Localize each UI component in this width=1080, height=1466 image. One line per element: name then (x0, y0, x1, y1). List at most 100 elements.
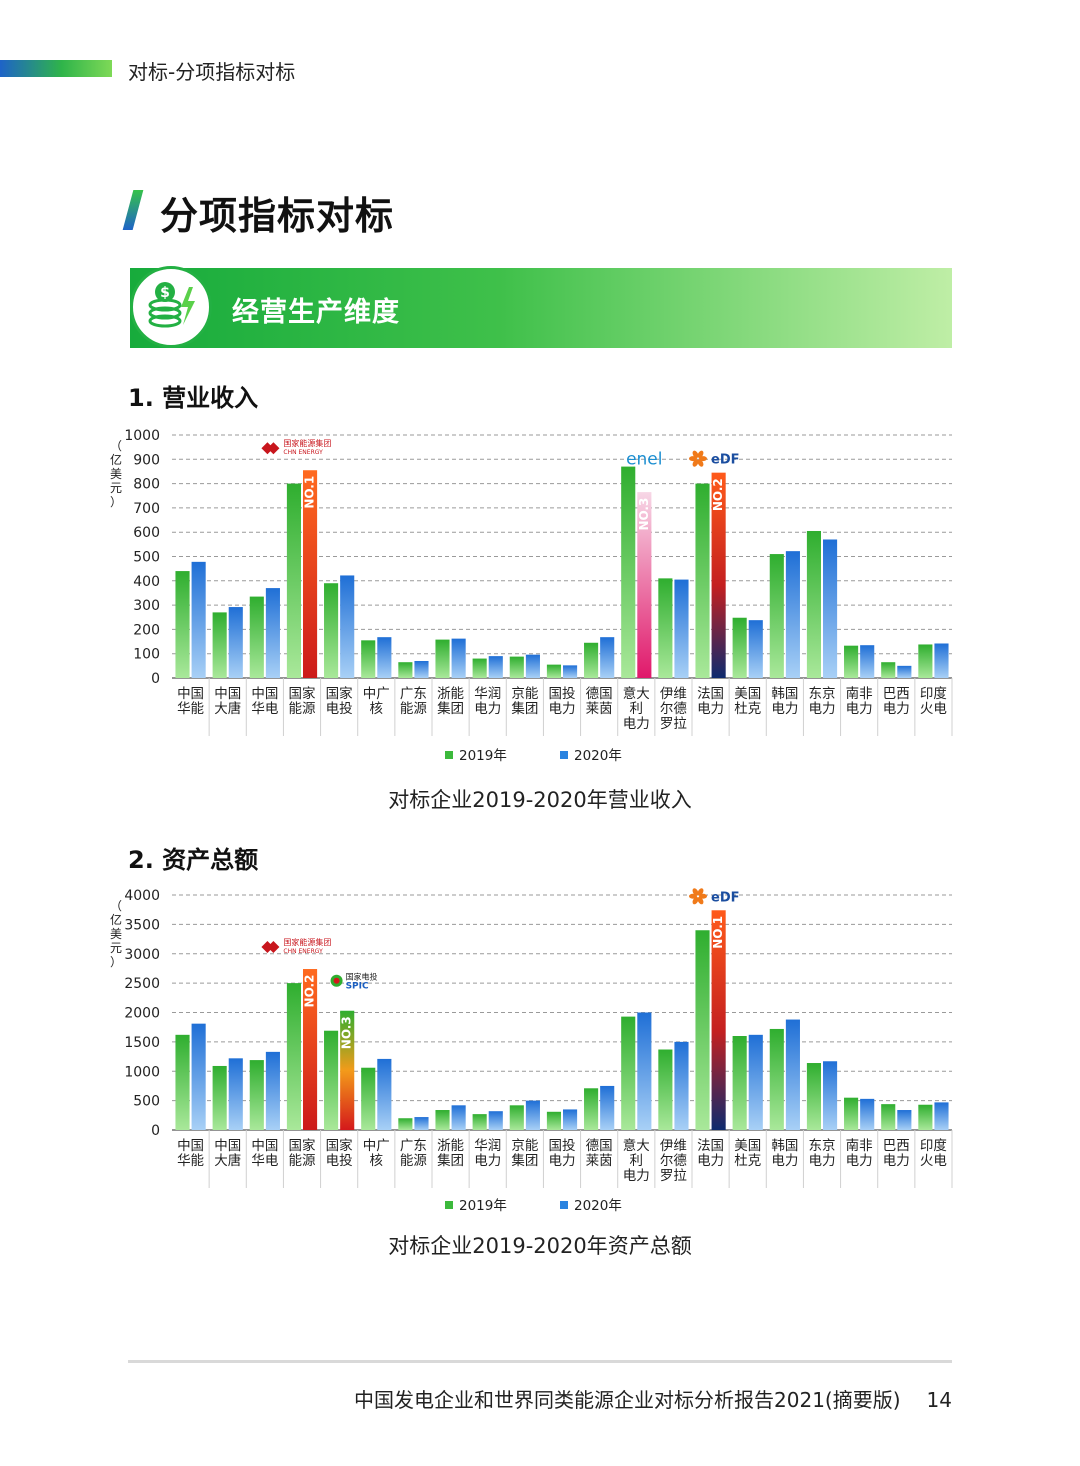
x-tick-label: 东京 (809, 1138, 836, 1154)
bar-2019 (881, 662, 896, 678)
x-tick-label: 华能 (177, 1153, 204, 1169)
x-tick-label: 罗拉 (660, 716, 688, 732)
x-tick-label: 国投 (549, 686, 576, 702)
x-tick-label: 电力 (623, 1168, 650, 1184)
bar-2020 (191, 1023, 206, 1130)
y-tick-label: 3000 (124, 947, 160, 963)
x-tick-label: 法国 (697, 686, 724, 702)
footer-divider (128, 1360, 952, 1363)
bar-2019 (286, 483, 301, 678)
y-tick-label: 800 (133, 477, 160, 493)
bar-2020 (934, 643, 949, 678)
y-tick-label: 1000 (124, 428, 160, 444)
x-tick-label: 电力 (623, 716, 650, 732)
y-tick-label: 3500 (124, 917, 160, 933)
bar-2020 (563, 1109, 578, 1130)
bar-2019 (398, 1118, 413, 1130)
y-tick-label: 4000 (124, 888, 160, 904)
chart2-heading: 2. 资产总额 (128, 846, 259, 874)
bar-2019 (472, 658, 487, 678)
bar-2019 (881, 1104, 896, 1130)
x-tick-label: 国家 (289, 1137, 316, 1154)
chn-energy-logo-en: CHN ENERGY (283, 948, 323, 955)
x-tick-label: 华润 (474, 686, 501, 702)
x-tick-label: 杜克 (734, 1153, 761, 1169)
bar-2019 (435, 639, 450, 678)
bar-2019 (509, 656, 524, 678)
bar-2020 (340, 575, 355, 678)
bar-2020 (414, 660, 429, 678)
bar-2019 (769, 554, 784, 678)
legend-label: 2020年 (574, 1198, 622, 1214)
x-tick-label: 莱茵 (586, 701, 613, 717)
chn-energy-logo-cn: 国家能源集团 (283, 438, 331, 448)
bar-2020 (265, 1051, 280, 1130)
x-tick-label: 国家 (326, 1137, 353, 1154)
x-tick-label: 杜克 (734, 701, 761, 717)
bar-2019 (249, 1060, 264, 1130)
bar-2019 (844, 1097, 859, 1130)
x-tick-label: 中国 (251, 1138, 278, 1154)
y-axis-label: （亿美元） (110, 899, 122, 969)
y-tick-label: 0 (151, 671, 160, 687)
rank-label: NO.3 (340, 1016, 354, 1049)
x-tick-label: 德国 (586, 1138, 613, 1154)
bar-2020 (897, 1110, 912, 1130)
x-tick-label: 伊维 (660, 686, 687, 702)
x-tick-label: 电力 (809, 1153, 836, 1169)
x-tick-label: 利 (630, 701, 644, 717)
bar-2019 (584, 642, 599, 678)
svg-text:$: $ (160, 285, 170, 301)
y-tick-label: 400 (133, 574, 160, 590)
x-tick-label: 核 (370, 1153, 384, 1169)
bar-2019 (844, 645, 859, 678)
x-tick-label: 火电 (920, 1153, 947, 1169)
x-tick-label: 电力 (549, 1153, 576, 1169)
x-tick-label: 电力 (474, 1153, 501, 1169)
legend-swatch (445, 751, 453, 759)
legend-swatch (445, 1201, 453, 1209)
x-tick-label: 广东 (400, 686, 427, 702)
x-tick-label: 集团 (511, 701, 538, 717)
bar-2020 (451, 638, 466, 678)
bar-2020 (823, 539, 838, 678)
bar-2020 (303, 470, 318, 678)
x-tick-label: 能源 (289, 701, 316, 717)
bar-2019 (175, 1034, 190, 1130)
x-tick-label: 中国 (177, 686, 204, 702)
x-tick-label: 巴西 (883, 1138, 910, 1154)
x-tick-label: 东京 (809, 686, 836, 702)
x-tick-label: 意大 (623, 685, 650, 702)
x-tick-label: 华电 (251, 701, 278, 717)
x-tick-label: 尔德 (660, 1153, 687, 1169)
bar-2020 (377, 637, 392, 678)
y-tick-label: 900 (133, 452, 160, 468)
dimension-banner (130, 268, 952, 348)
x-tick-label: 集团 (437, 701, 464, 717)
y-axis-label: （亿美元） (110, 439, 122, 509)
assets-bar-chart: （亿美元）05001000150020002500300035004000中国华… (110, 888, 953, 1214)
x-tick-label: 电力 (846, 701, 873, 717)
bar-2019 (806, 530, 821, 678)
dimension-banner-label: 经营生产维度 (232, 297, 400, 328)
rank-label: NO.1 (303, 476, 317, 509)
bar-2019 (324, 583, 339, 678)
x-tick-label: 韩国 (771, 1138, 798, 1154)
bar-2019 (918, 1104, 933, 1130)
bar-2019 (249, 596, 264, 678)
x-tick-label: 浙能 (437, 686, 464, 702)
x-tick-label: 中国 (251, 686, 278, 702)
enel-logo: enel (626, 450, 662, 470)
rank-label: NO.2 (303, 975, 317, 1008)
bar-2020 (414, 1117, 429, 1130)
legend-label: 2020年 (574, 748, 622, 764)
bar-2020 (823, 1061, 838, 1130)
bar-2019 (546, 664, 561, 678)
rank-label: NO.3 (637, 498, 651, 531)
x-tick-label: 电力 (771, 1153, 798, 1169)
bar-2019 (324, 1030, 339, 1130)
chn-energy-logo-cn: 国家能源集团 (283, 937, 331, 947)
header-accent-bar (0, 60, 112, 77)
bar-2019 (286, 983, 301, 1130)
